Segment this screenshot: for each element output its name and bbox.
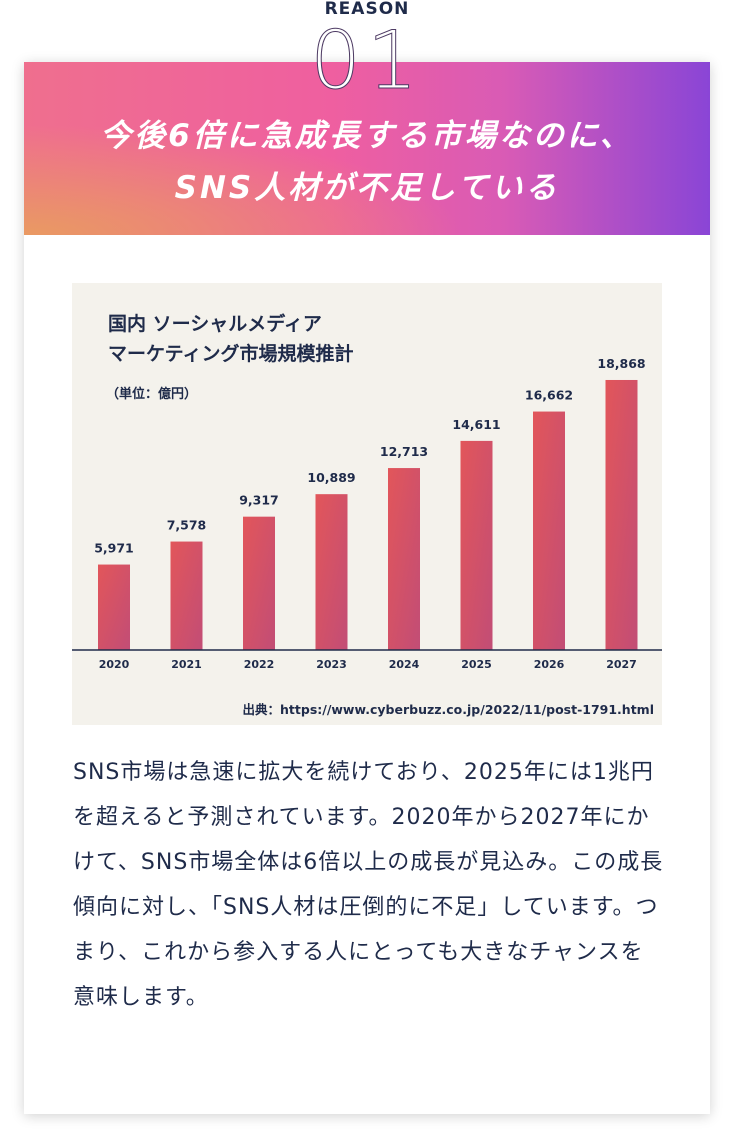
x-tick-2026: 2026 <box>534 658 565 671</box>
bar-2022 <box>243 516 275 650</box>
market-size-chart: 5,971 2020 7,578 2021 9,317 2022 10,889 2023 12,… <box>72 283 662 725</box>
chart-title-line-1: 国内 ソーシャルメディア <box>108 313 322 335</box>
x-tick-2021: 2021 <box>171 658 202 671</box>
value-label-2021: 7,578 <box>167 518 207 533</box>
x-tick-2025: 2025 <box>461 658 492 671</box>
bar-2026 <box>533 411 565 650</box>
bar-2020 <box>98 564 130 650</box>
x-tick-2024: 2024 <box>389 658 420 671</box>
headline: 今後6倍に急成長する市場なのに、 SNS人材が不足している <box>24 110 710 214</box>
chart-source: 出典：https://www.cyberbuzz.co.jp/2022/11/p… <box>242 702 654 717</box>
chart-title: 国内 ソーシャルメディア マーケティング市場規模推計 <box>108 309 353 369</box>
body-paragraph: SNS市場は急速に拡大を続けており、2025年には1兆円を超えると予測されていま… <box>73 760 664 1010</box>
bar-chart-svg: 5,971 2020 7,578 2021 9,317 2022 10,889 2023 12,… <box>72 356 662 671</box>
headline-line-1: 今後6倍に急成長する市場なのに、 <box>100 118 634 154</box>
value-label-2023: 10,889 <box>307 470 355 485</box>
x-tick-2022: 2022 <box>244 658 275 671</box>
bar-2023 <box>315 494 348 650</box>
x-tick-2020: 2020 <box>99 658 130 671</box>
bar-2025 <box>460 440 493 650</box>
value-label-2020: 5,971 <box>94 541 134 556</box>
value-label-2022: 9,317 <box>239 493 279 508</box>
chart-unit-label: （単位：億円） <box>106 387 198 402</box>
bar-2027 <box>605 379 638 650</box>
reason-number: 01 <box>310 14 424 107</box>
headline-line-2: SNS人材が不足している <box>174 170 560 206</box>
chart-title-line-2: マーケティング市場規模推計 <box>108 343 354 365</box>
value-label-2024: 12,713 <box>380 444 428 459</box>
headline-banner <box>24 62 710 235</box>
bar-2024 <box>388 468 420 650</box>
x-tick-2023: 2023 <box>316 658 347 671</box>
reason-label: REASON <box>324 0 410 19</box>
bar-2021 <box>170 541 203 650</box>
value-label-2025: 14,611 <box>452 417 500 432</box>
value-label-2027: 18,868 <box>597 356 645 371</box>
value-label-2026: 16,662 <box>525 388 573 403</box>
x-tick-2027: 2027 <box>606 658 637 671</box>
